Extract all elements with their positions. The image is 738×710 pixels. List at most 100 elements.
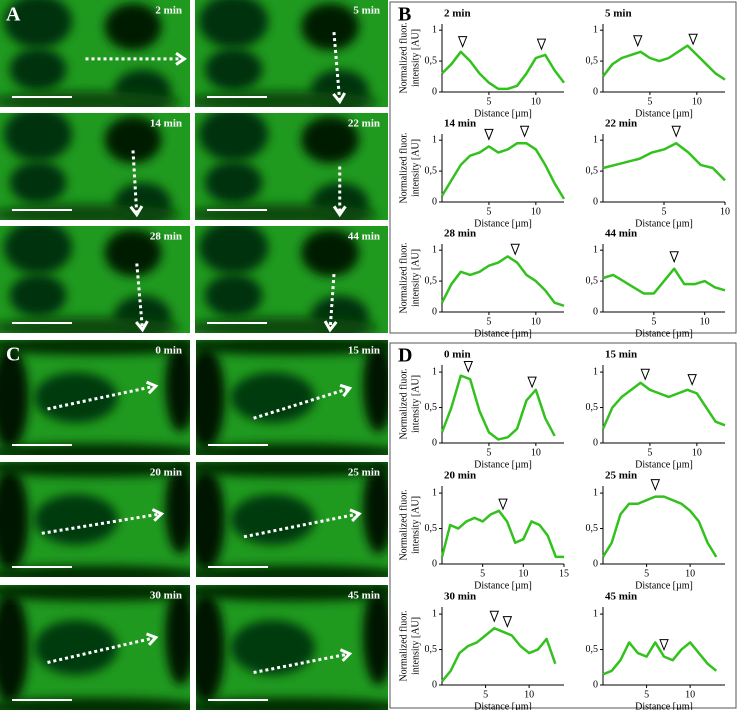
micrograph: 44 min — [195, 226, 388, 333]
x-tick-label: 10 — [692, 96, 702, 107]
x-tick-label: 5 — [651, 316, 656, 327]
peak-marker — [640, 368, 650, 381]
image — [196, 585, 388, 710]
panel-label: B — [398, 4, 411, 26]
peak-marker — [687, 374, 697, 386]
x-tick-label: 10 — [685, 568, 695, 579]
dark-region — [9, 274, 67, 317]
y-tick-label: 0 — [593, 679, 598, 690]
plot-time: 30 min — [444, 591, 476, 603]
image — [0, 462, 190, 577]
profile-line — [440, 374, 556, 441]
y-tick-label: 1 — [432, 366, 437, 377]
y-tick-label: 0,5 — [425, 644, 438, 655]
time-label: 2 min — [155, 5, 182, 17]
dark-region — [363, 585, 388, 685]
peak-marker — [527, 376, 537, 389]
dark-region — [196, 462, 388, 477]
peak-marker — [498, 498, 508, 511]
x-tick-label: 5 — [647, 96, 652, 107]
x-axis-label: Distance [µm] — [635, 701, 693, 710]
y-axis-label: intensity [AU] — [410, 139, 421, 197]
x-tick-label: 10 — [685, 689, 695, 700]
dark-region — [198, 0, 269, 49]
micrograph: 2 min — [0, 0, 190, 107]
peak-marker — [632, 35, 643, 48]
profile-line — [602, 142, 726, 182]
arrow-head — [349, 508, 362, 522]
dark-region — [195, 203, 379, 220]
profile-arrow — [47, 636, 157, 664]
dark-region — [230, 494, 316, 545]
y-axis-label: intensity [AU] — [410, 375, 421, 433]
dark-region — [165, 340, 190, 432]
image — [195, 0, 388, 107]
y-tick-label: 0 — [593, 558, 598, 569]
dark-region — [0, 462, 190, 477]
dark-region — [230, 372, 316, 423]
y-tick-label: 0,5 — [425, 275, 438, 286]
arrow-head — [323, 320, 338, 333]
dark-region — [3, 113, 73, 162]
dark-region — [34, 494, 118, 545]
dark-region — [0, 316, 181, 333]
peak-marker — [457, 36, 468, 49]
profile-arrow — [131, 150, 139, 215]
profile-line — [440, 142, 566, 200]
y-tick-label: 0,5 — [425, 402, 438, 413]
dark-region — [204, 161, 263, 204]
x-tick-label: 10 — [531, 316, 541, 327]
dark-region — [301, 229, 360, 277]
dark-region — [204, 274, 263, 317]
y-tick-label: 1 — [593, 487, 598, 498]
y-tick-label: 1 — [432, 244, 437, 255]
panel-d-box — [389, 342, 737, 709]
plot-time: 25 min — [605, 470, 637, 482]
y-tick-label: 0,5 — [586, 644, 599, 655]
plot-time: 45 min — [605, 591, 637, 603]
plot-time: 2 min — [444, 8, 471, 20]
x-tick-label: 5 — [486, 316, 491, 327]
dark-region — [196, 585, 388, 602]
y-tick-label: 1 — [432, 24, 437, 35]
image — [195, 226, 388, 333]
profile-arrow — [135, 263, 144, 330]
image — [195, 113, 388, 220]
profile-arrow — [41, 512, 162, 535]
y-tick-label: 0,5 — [586, 165, 599, 176]
dark-region — [230, 620, 316, 675]
x-tick-label: 5 — [483, 689, 488, 700]
profile-line — [441, 50, 565, 91]
y-axis-label: Normalized fluor. — [398, 132, 409, 203]
x-tick-label: 5 — [644, 568, 649, 579]
y-axis-label: intensity [AU] — [410, 617, 421, 675]
x-axis-label: Distance [µm] — [474, 701, 532, 710]
arrow-head — [145, 380, 159, 395]
y-axis-label: intensity [AU] — [410, 249, 421, 307]
y-tick-label: 0 — [432, 306, 437, 317]
peak-marker — [510, 243, 520, 256]
dark-region — [0, 90, 181, 107]
plot-time: 20 min — [444, 470, 476, 482]
arrow-head — [332, 92, 346, 105]
micrograph: 28 min — [0, 226, 190, 333]
dark-region — [363, 462, 388, 554]
dark-region — [196, 340, 388, 355]
dark-region — [195, 316, 379, 333]
dark-region — [34, 372, 118, 423]
peak-marker — [650, 479, 661, 491]
x-axis-label: Distance [µm] — [635, 459, 693, 470]
dark-region — [9, 161, 67, 204]
profile-arrow — [47, 384, 157, 411]
dark-region — [104, 3, 162, 51]
x-tick-label: 15 — [559, 568, 569, 579]
dark-region — [301, 3, 360, 51]
peak-marker — [536, 38, 547, 51]
x-tick-label: 10 — [531, 96, 541, 107]
arrow-head — [151, 508, 165, 522]
dark-region — [3, 0, 73, 49]
y-axis-label: intensity [AU] — [410, 29, 421, 87]
dark-region — [196, 467, 225, 572]
dark-region — [363, 340, 388, 432]
panel-label: C — [6, 344, 20, 366]
